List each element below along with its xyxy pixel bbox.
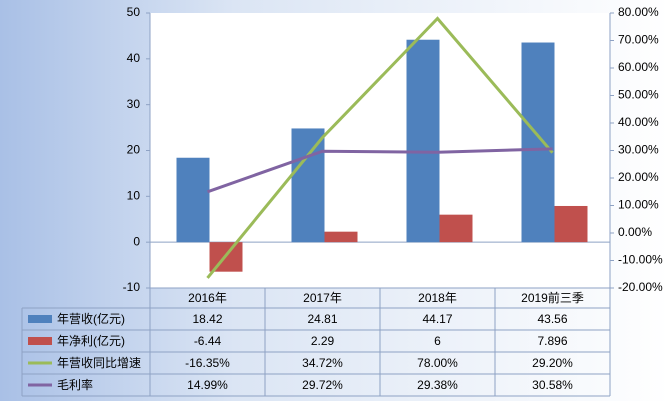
table-cell: 29.72% [302,378,343,392]
x-tick-label: 2016年 [188,291,227,305]
y-tick-label: 20 [127,143,141,157]
bar [521,42,555,243]
bar [406,39,440,243]
legend-key [28,315,52,323]
table-cell: 43.56 [537,312,567,326]
x-tick-label: 2017年 [303,291,342,305]
y2-tick-label: 80.00% [618,5,659,19]
y2-tick-label: -20.00% [618,280,663,294]
bar [176,157,210,243]
table-cell: 34.72% [302,356,343,370]
y-tick-label: 10 [127,189,141,203]
y-tick-label: 30 [127,97,141,111]
table-cell: 78.00% [417,356,458,370]
table-cell: 44.17 [422,312,452,326]
y-tick-label: 40 [127,51,141,65]
bar [324,231,358,243]
table-cell: 24.81 [307,312,337,326]
y2-tick-label: 0.00% [618,225,652,239]
legend-label: 年营收(亿元) [57,311,125,326]
table-cell: 30.58% [532,378,573,392]
legend-key [28,337,52,345]
x-tick-label: 2018年 [418,291,457,305]
table-cell: -16.35% [185,356,230,370]
line-series [207,147,553,194]
y2-tick-label: 70.00% [618,33,659,47]
table-cell: 7.896 [537,334,567,348]
bar [439,214,473,243]
legend-label: 年净利(亿元) [57,333,125,348]
y-tick-label: 50 [127,5,141,19]
bar [291,128,325,243]
legend-label: 年营收同比增速 [57,356,141,370]
y2-tick-label: 20.00% [618,170,659,184]
legend-label: 毛利率 [57,377,93,392]
y2-tick-label: 40.00% [618,115,659,129]
y-tick-label: -10 [123,280,141,294]
y2-tick-label: 30.00% [618,143,659,157]
table-cell: 29.38% [417,378,458,392]
y2-tick-label: -10.00% [618,253,663,267]
table-cell: 2.29 [311,334,335,348]
table-cell: 18.42 [192,312,222,326]
table-cell: 14.99% [187,378,228,392]
bar [554,205,588,243]
line-series [206,16,554,279]
y2-tick-label: 50.00% [618,88,659,102]
table-cell: -6.44 [194,334,222,348]
table-cell: 29.20% [532,356,573,370]
table-cell: 6 [434,334,441,348]
x-tick-label: 2019前三季 [521,290,584,305]
y2-tick-label: 60.00% [618,60,659,74]
y-tick-label: 0 [133,234,140,248]
y2-tick-label: 10.00% [618,198,659,212]
